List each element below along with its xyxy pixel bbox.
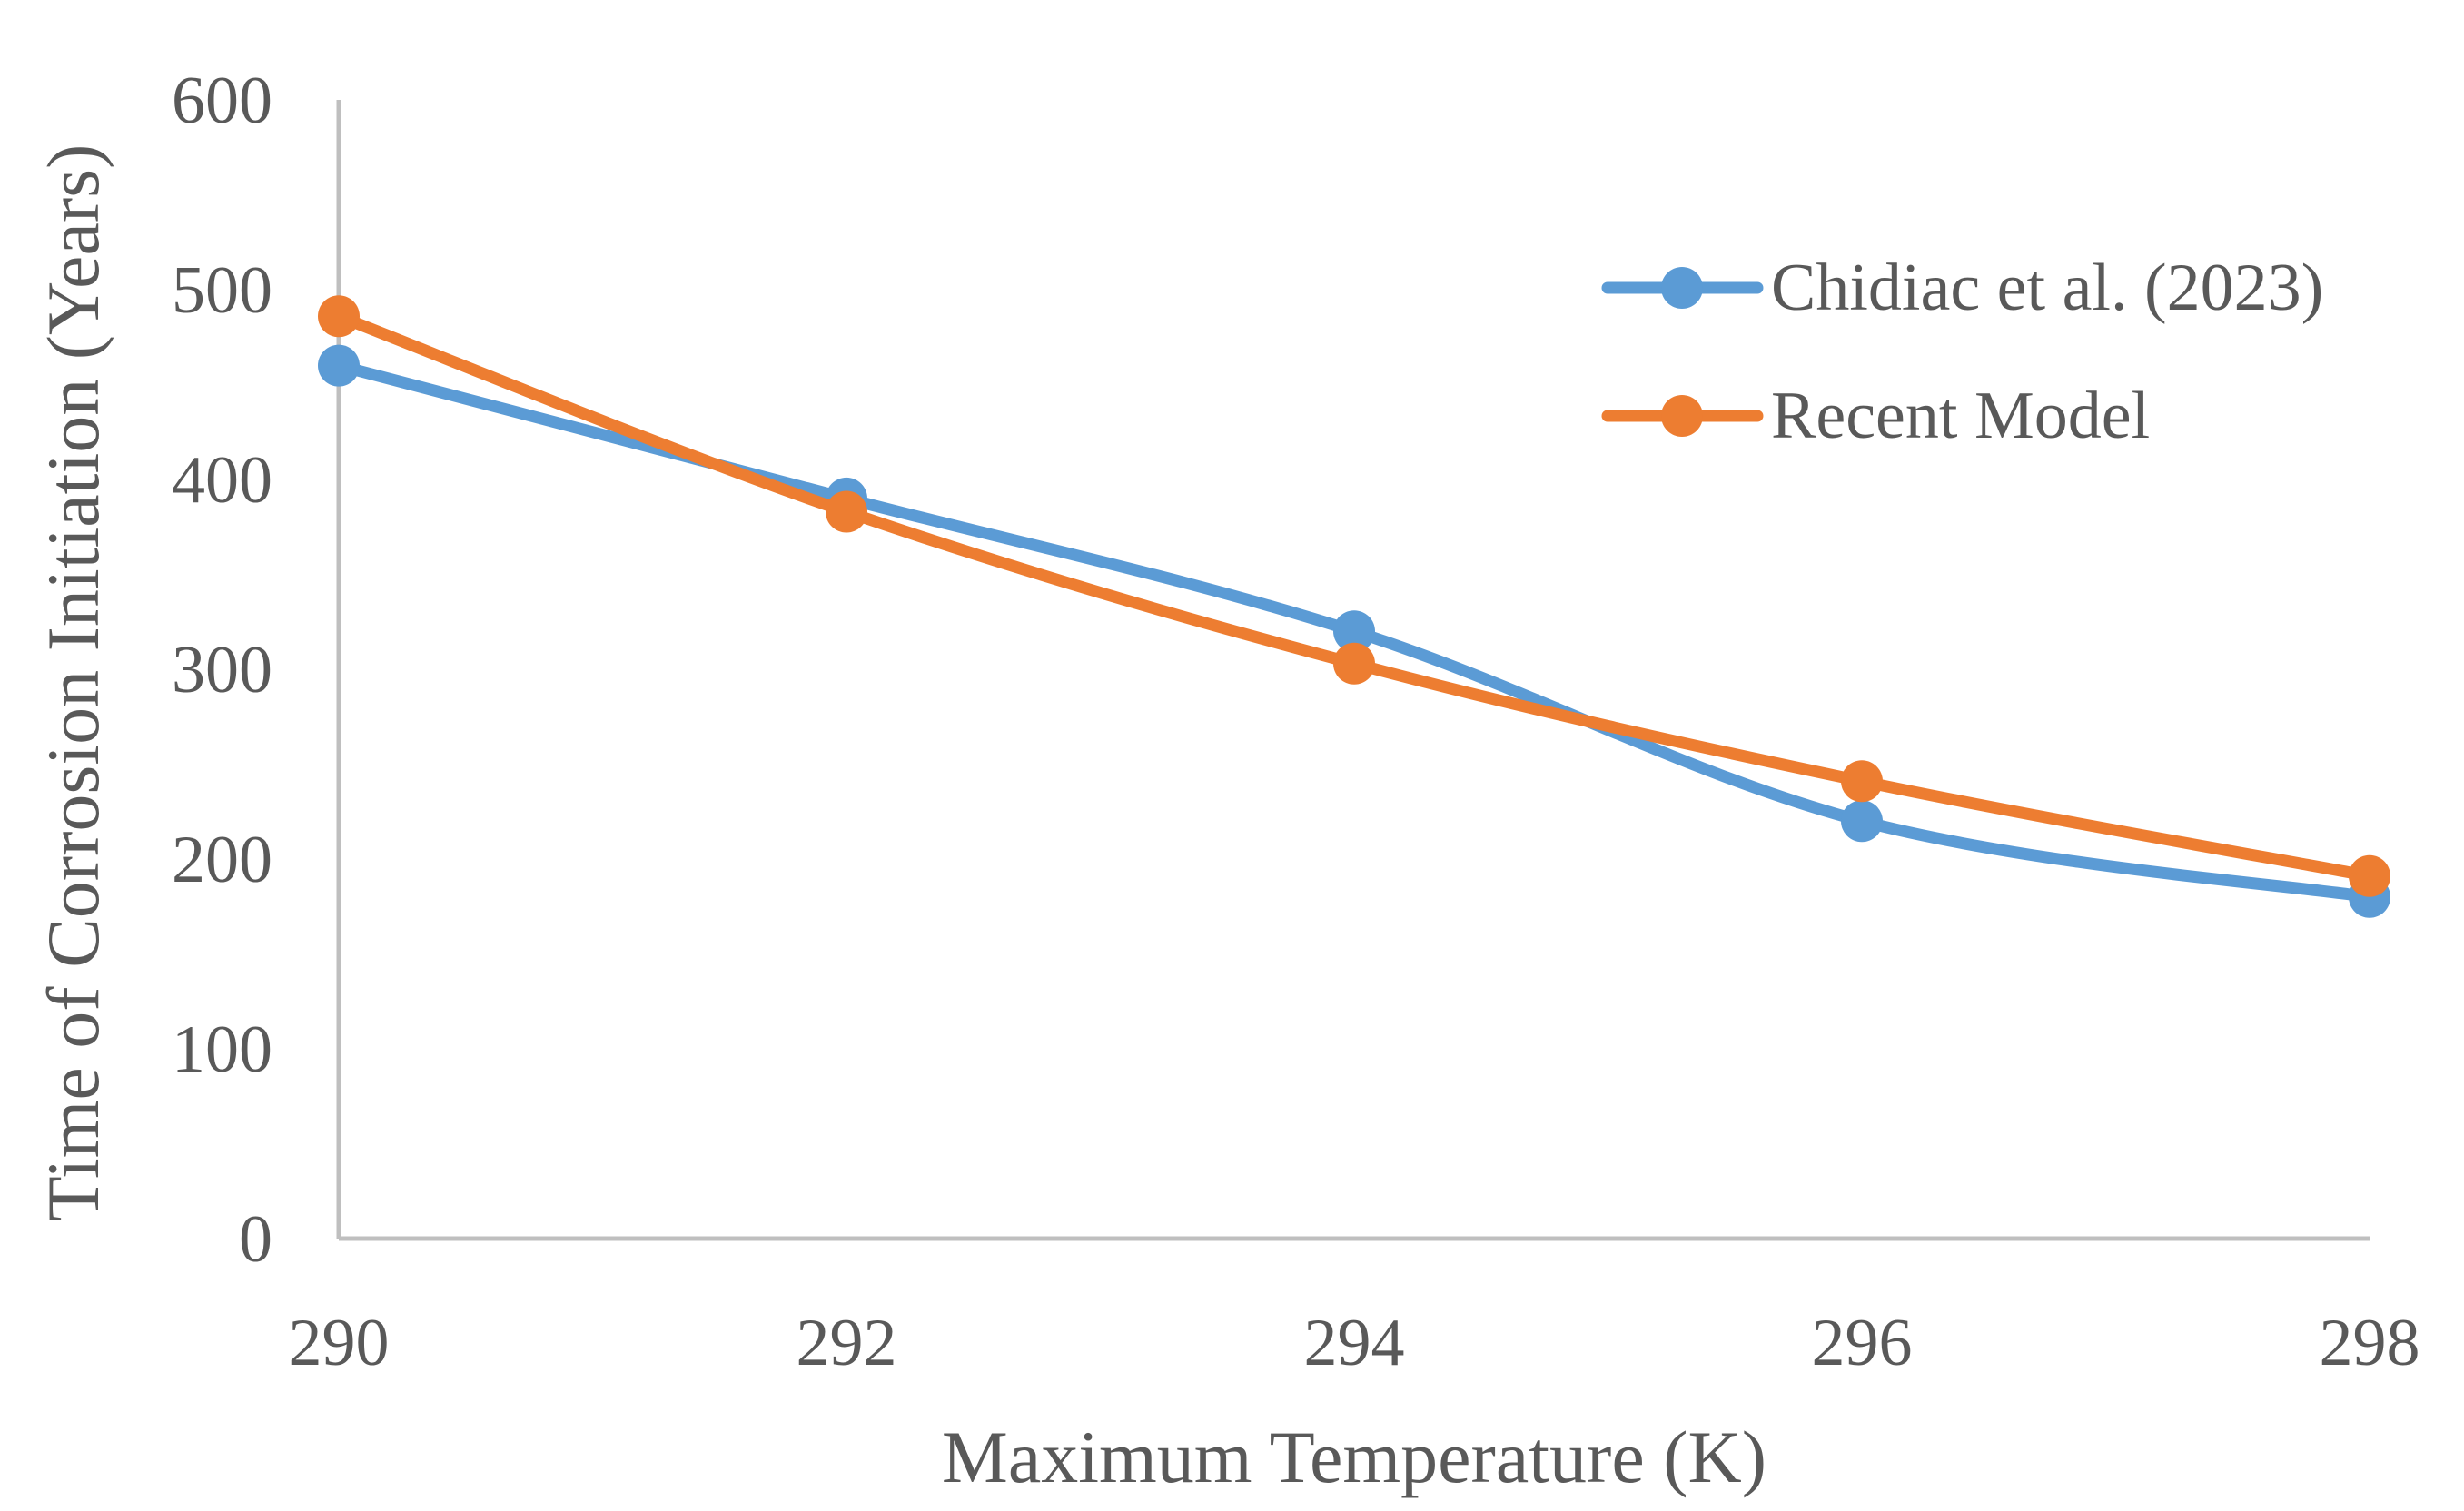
data-point: [318, 344, 360, 387]
legend: Chidiac et al. (2023) Recent Model: [1601, 251, 2323, 453]
legend-label: Chidiac et al. (2023): [1771, 251, 2323, 325]
y-tick-label: 600: [172, 64, 272, 138]
x-tick-label: 290: [289, 1306, 390, 1380]
data-point: [826, 490, 867, 533]
series-recent-model: [318, 295, 2390, 897]
legend-item: Chidiac et al. (2023): [1601, 251, 2323, 325]
y-tick-label: 500: [172, 253, 272, 328]
x-axis-title: Maximum Temperature (K): [942, 1416, 1766, 1498]
data-point: [1841, 800, 1883, 843]
y-tick-labels: 0 100 200 300 400 500 600: [172, 64, 272, 1277]
legend-label: Recent Model: [1771, 379, 2150, 453]
x-tick-label: 294: [1304, 1306, 1405, 1380]
y-tick-label: 100: [172, 1012, 272, 1087]
data-point: [2349, 854, 2390, 897]
x-tick-label: 296: [1812, 1306, 1913, 1380]
x-tick-label: 292: [797, 1306, 897, 1380]
data-point: [1333, 610, 1375, 653]
y-tick-label: 200: [172, 823, 272, 897]
data-point: [1333, 642, 1375, 685]
x-tick-labels: 290 292 294 296 298: [289, 1306, 2420, 1380]
legend-marker: [1661, 395, 1703, 437]
data-point: [1841, 760, 1883, 803]
y-tick-label: 0: [239, 1202, 272, 1277]
axes: [336, 100, 2370, 1241]
data-point: [318, 295, 360, 338]
series: [318, 295, 2390, 918]
legend-item: Recent Model: [1601, 379, 2150, 453]
axis-titles: Maximum Temperature (K) Time of Corrosio…: [32, 144, 1766, 1498]
x-tick-label: 298: [2320, 1306, 2420, 1380]
y-tick-label: 400: [172, 443, 272, 518]
y-tick-label: 300: [172, 633, 272, 707]
legend-marker: [1661, 267, 1703, 309]
y-axis-title: Time of Corrosion Initiation (Years): [32, 144, 114, 1222]
